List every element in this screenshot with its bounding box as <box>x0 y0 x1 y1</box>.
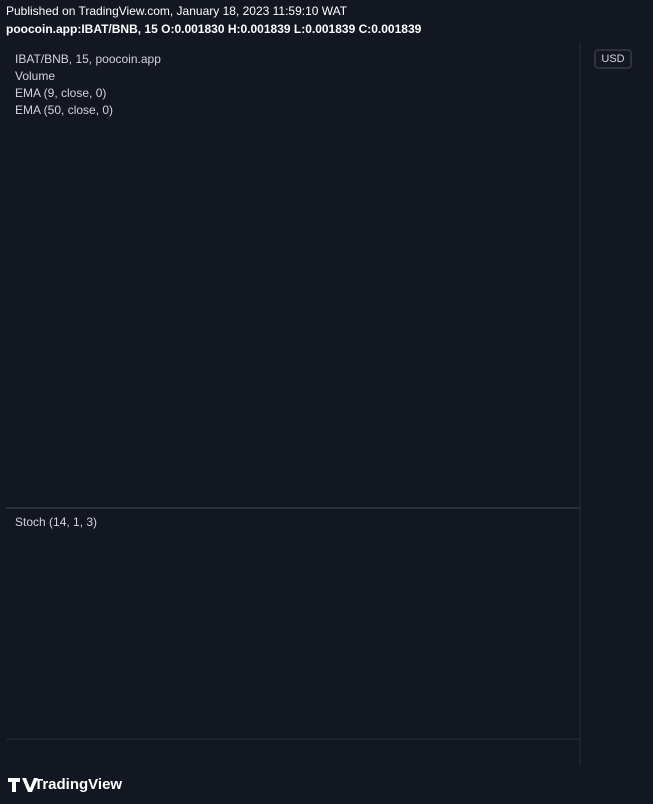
symbol-ohlc: poocoin.app:IBAT/BNB, 15 O:0.001830 H:0.… <box>6 22 422 36</box>
legend-ema9: EMA (9, close, 0) <box>15 86 106 100</box>
legend-ema50: EMA (50, close, 0) <box>15 103 113 117</box>
currency-label[interactable]: USD <box>601 53 624 65</box>
logo-mark <box>8 778 38 792</box>
currency-badge[interactable] <box>594 49 632 69</box>
footer-brand: TradingView <box>34 776 122 793</box>
legend-symbol: IBAT/BNB, 15, poocoin.app <box>15 52 161 66</box>
footer-logo <box>8 778 38 792</box>
legend-volume: Volume <box>15 69 55 83</box>
stoch-title: Stoch (14, 1, 3) <box>15 515 97 529</box>
published-note: Published on TradingView.com, January 18… <box>6 4 348 18</box>
